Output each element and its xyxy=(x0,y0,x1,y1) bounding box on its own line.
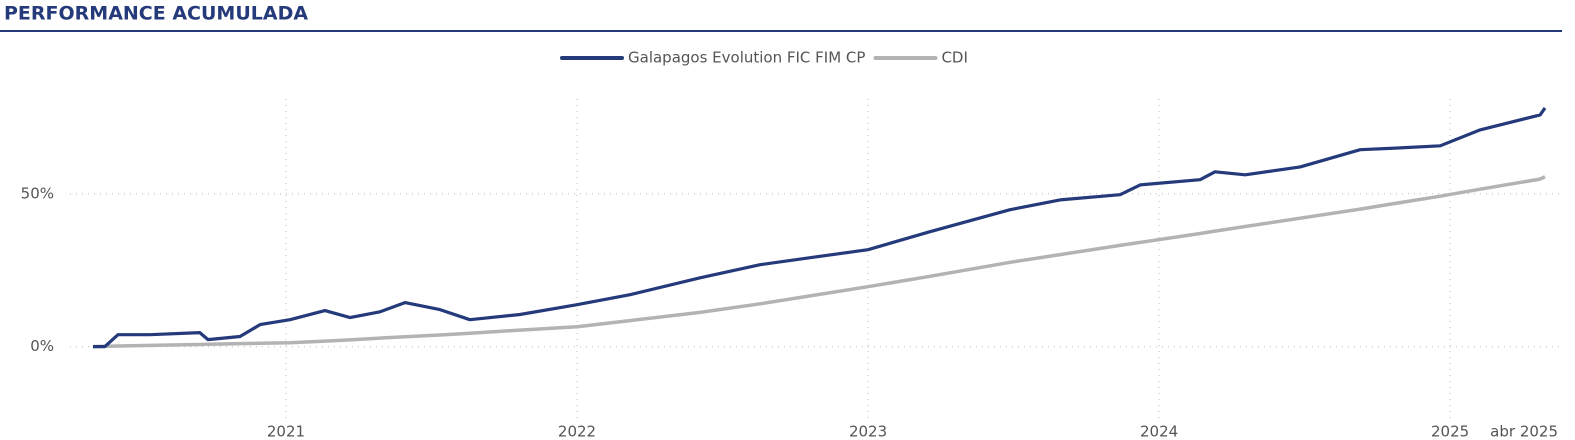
series-line xyxy=(92,175,1546,349)
chart-title: PERFORMANCE ACUMULADA xyxy=(4,3,308,25)
legend: Galapagos Evolution FIC FIM CP CDI xyxy=(560,49,968,67)
x-tick-label: 2021 xyxy=(267,423,305,440)
x-tick-label: 2023 xyxy=(849,423,887,440)
label-backdrop xyxy=(1483,420,1553,440)
x-tick-label: 2022 xyxy=(558,423,596,440)
series-line xyxy=(93,106,1547,349)
y-tick-label: 0% xyxy=(30,337,54,355)
y-tick-label: 50% xyxy=(21,184,54,202)
x-tick-label: 2024 xyxy=(1140,423,1178,440)
legend-label: CDI xyxy=(941,49,967,67)
x-tick-label: abr 2025 xyxy=(1490,423,1558,440)
legend-label: Galapagos Evolution FIC FIM CP xyxy=(628,49,865,67)
x-tick-label: 2025 xyxy=(1431,423,1469,440)
